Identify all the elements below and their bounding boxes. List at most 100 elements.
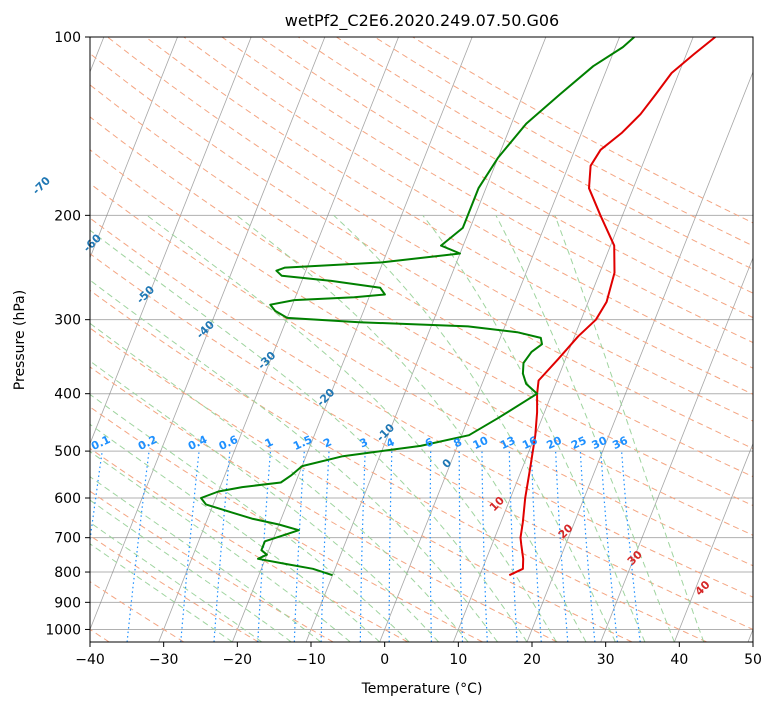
- mixing-ratio-line: [388, 451, 393, 642]
- moist-adiabat-line: [333, 214, 616, 642]
- isotherm-label: -40: [194, 318, 217, 341]
- mixing-ratio-label: 20: [544, 434, 564, 452]
- mixing-ratio-line: [126, 451, 150, 642]
- mixing-ratio-label: 30: [590, 434, 610, 452]
- dry-adiabat-line: [90, 149, 753, 536]
- mixing-ratio-label: 0.4: [186, 433, 209, 453]
- isotherm-label: -70: [30, 174, 53, 197]
- mixing-ratio-line: [621, 451, 641, 642]
- moist-adiabat-line: [90, 279, 498, 642]
- mixing-ratio-line: [320, 451, 330, 642]
- mixing-ratio-line: [458, 451, 464, 642]
- temperature-profile-line: [508, 37, 716, 577]
- isotherm-line: [452, 37, 694, 642]
- mixing-ratio-label: 2: [321, 435, 333, 450]
- dewpoint-profile-line: [200, 37, 635, 577]
- moist-adiabat-label: 40: [693, 578, 713, 598]
- mixing-ratio-label: 25: [569, 434, 588, 452]
- x-tick-label: 20: [523, 652, 541, 668]
- mixing-ratio-line: [530, 451, 542, 642]
- y-tick-label: 900: [54, 595, 81, 611]
- x-tick-label: 10: [449, 652, 467, 668]
- isotherm-line: [673, 442, 753, 642]
- isotherm-line: [90, 37, 178, 259]
- moist-adiabat-line: [90, 360, 439, 642]
- isotherm-label: -60: [81, 231, 104, 254]
- series-layer: [200, 37, 716, 577]
- mixing-ratio-label: 13: [498, 434, 517, 452]
- mixing-ratio-line: [293, 451, 305, 642]
- mixing-ratio-line: [213, 451, 231, 642]
- mixing-ratio-line: [579, 451, 596, 642]
- moist-adiabat-label: 20: [556, 521, 576, 541]
- moist-adiabat-line: [236, 214, 587, 642]
- dry-adiabat-line: [90, 490, 334, 642]
- background-lines: [90, 37, 753, 642]
- moist-adiabat-line: [90, 450, 351, 642]
- x-tick-label: −40: [75, 652, 105, 668]
- x-tick-label: 0: [380, 652, 389, 668]
- moist-adiabat-line: [90, 521, 263, 642]
- moist-adiabat-line: [146, 214, 557, 642]
- x-tick-label: 30: [597, 652, 615, 668]
- isotherm-line: [90, 37, 252, 445]
- y-tick-label: 1000: [45, 622, 81, 638]
- moist-adiabat-line: [495, 215, 675, 642]
- dry-adiabat-line: [90, 52, 753, 450]
- moist-adiabat-line: [422, 214, 646, 642]
- dry-adiabat-line: [90, 535, 259, 642]
- isotherm-line: [90, 37, 326, 631]
- mixing-ratio-label: 1.5: [291, 433, 314, 453]
- mixing-ratio-line: [555, 451, 569, 642]
- isotherm-label: -50: [134, 283, 157, 306]
- mixing-ratio-label: 0.2: [136, 433, 159, 453]
- dry-adiabat-line: [221, 37, 753, 344]
- isotherm-line: [158, 37, 399, 642]
- moist-adiabat-line: [554, 215, 705, 642]
- dry-adiabat-line: [145, 37, 753, 395]
- mixing-ratio-label: 0.6: [217, 433, 240, 453]
- x-tick-label: −30: [149, 652, 179, 668]
- dry-adiabat-line: [90, 406, 483, 642]
- dry-adiabat-line: [336, 37, 753, 270]
- tick-layer: −40 −30 −20 −10 0 10 20 30 40 50 100 200 300 400 500 60…: [45, 30, 762, 668]
- dry-adiabat-line: [90, 182, 753, 567]
- mixing-ratio-line: [600, 451, 618, 642]
- y-axis-title: Pressure (hPa): [12, 290, 28, 390]
- mixing-ratio-line: [481, 451, 488, 642]
- isotherm-line: [231, 37, 473, 642]
- moist-adiabat-line: [90, 543, 233, 642]
- dry-adiabat-line: [90, 366, 558, 642]
- y-tick-label: 700: [54, 531, 81, 547]
- isotherm-line: [600, 256, 753, 642]
- mixing-ratio-line: [257, 451, 272, 642]
- mixing-ratio-line: [359, 451, 366, 642]
- y-tick-label: 100: [54, 30, 81, 46]
- moist-adiabat-line: [90, 229, 528, 642]
- dry-adiabat-line: [90, 84, 753, 478]
- x-tick-label: −10: [296, 652, 326, 668]
- x-axis-title: Temperature (°C): [361, 681, 483, 697]
- dry-adiabat-line: [90, 289, 707, 642]
- x-tick-label: −20: [223, 652, 253, 668]
- isotherm-line: [526, 70, 753, 642]
- mixing-ratio-label: 36: [610, 434, 630, 452]
- y-tick-label: 500: [54, 444, 81, 460]
- dry-adiabat-line: [107, 37, 753, 422]
- x-tick-label: 50: [744, 652, 762, 668]
- y-tick-label: 800: [54, 565, 81, 581]
- mixing-ratio-line: [429, 451, 432, 642]
- mixing-ratio-line: [180, 451, 200, 642]
- isotherm-line: [379, 37, 620, 642]
- dry-adiabat-line: [90, 253, 753, 630]
- moist-adiabat-line: [90, 393, 410, 642]
- mixing-ratio-label: 10: [471, 434, 491, 452]
- moist-adiabat-line: [90, 499, 292, 642]
- dry-adiabat-line: [90, 116, 753, 507]
- mixing-ratio-line: [508, 451, 518, 642]
- mixing-ratio-label: 1: [263, 435, 275, 450]
- y-tick-label: 600: [54, 491, 81, 507]
- isotherm-line: [747, 628, 753, 642]
- dry-adiabat-line: [90, 327, 633, 642]
